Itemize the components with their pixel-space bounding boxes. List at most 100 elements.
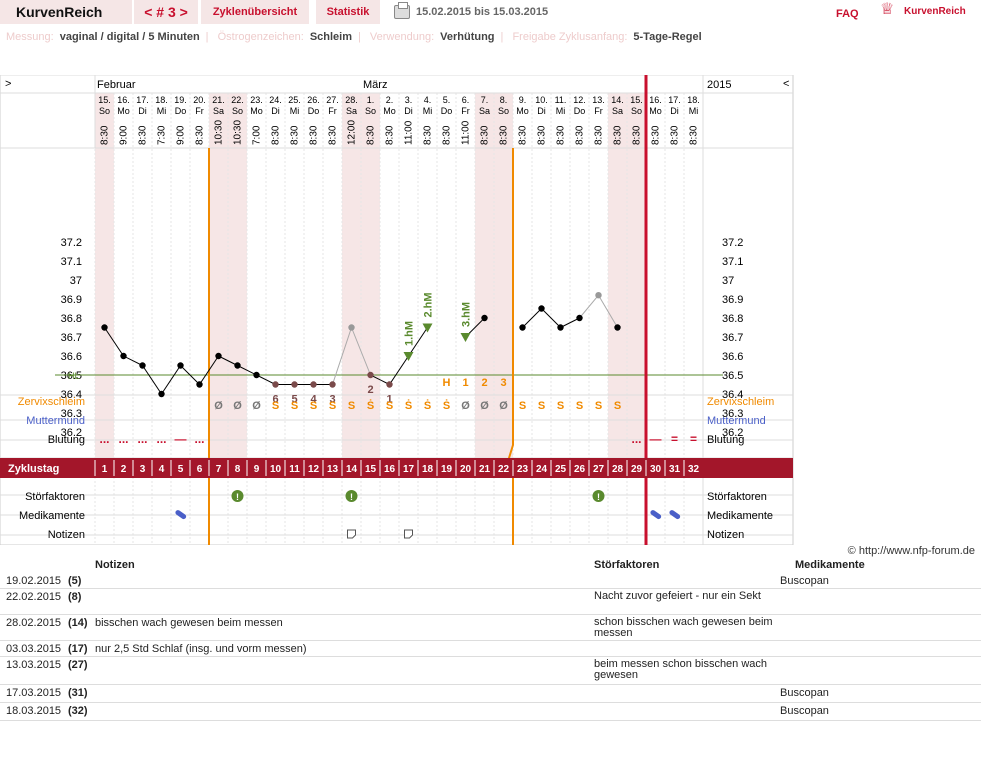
warning-icon-mark: ! (597, 492, 600, 502)
day-date: 20. (193, 95, 206, 105)
mucus-symbol: Ṡ (405, 399, 412, 412)
weekend-column (209, 93, 228, 458)
day-weekday: Do (175, 106, 187, 116)
cycle-day-bar (0, 458, 793, 478)
measure-time: 8:30 (309, 125, 320, 145)
temperature-point (139, 362, 146, 369)
pill-icon (669, 510, 681, 520)
measure-time: 8:30 (670, 125, 681, 145)
cycle-day-number: 32 (688, 464, 700, 475)
mucus-symbol: S (538, 400, 545, 412)
brand-title[interactable]: KurvenReich (0, 0, 132, 24)
warning-icon-mark: ! (350, 492, 353, 502)
day-date: 6. (462, 95, 470, 105)
day-weekday: Di (138, 106, 147, 116)
row-label-cycleday: Zyklustag (8, 463, 59, 475)
temperature-point (177, 362, 184, 369)
printer-icon[interactable] (394, 2, 410, 19)
day-weekday: Do (574, 106, 586, 116)
date-range: 15.02.2015 bis 15.03.2015 (416, 6, 549, 18)
measure-time: 8:30 (537, 125, 548, 145)
meta-label-release: Freigabe Zyklusanfang: (512, 31, 628, 43)
day-weekday: So (99, 106, 110, 116)
cycle-day-number: 21 (479, 464, 491, 475)
notes-header: Notizen (95, 559, 135, 571)
note-date: 13.03.2015 (6, 659, 62, 671)
temperature-segment (104, 327, 124, 357)
lower-count-label: 2 (367, 384, 373, 396)
cycle-day-number: 7 (216, 464, 222, 475)
tab-cycle-overview[interactable]: Zyklenübersicht (201, 0, 309, 24)
temperature-point (101, 324, 108, 331)
day-date: 19. (174, 95, 187, 105)
mucus-symbol: S (329, 400, 336, 412)
bleeding-symbol: = (671, 432, 678, 446)
note-date: 28.02.2015 (6, 617, 62, 629)
day-weekday: Sa (479, 106, 490, 116)
bleeding-symbol: ... (194, 432, 204, 446)
y-tick-left: 36.6 (61, 351, 82, 363)
day-date: 7. (481, 95, 489, 105)
cycle-day-number: 15 (365, 464, 377, 475)
measure-time: 8:30 (423, 125, 434, 145)
tab-statistics[interactable]: Statistik (316, 0, 380, 24)
y-tick-right: 36.2 (722, 427, 743, 439)
temperature-point (120, 352, 127, 360)
y-tick-left: 36.5 (61, 370, 82, 382)
lower-count-label: 5 (291, 394, 297, 406)
temperature-point (367, 371, 374, 379)
bleeding-symbol: — (175, 432, 187, 446)
mucus-symbol: Ṡ (424, 399, 431, 412)
measure-time: 8:30 (594, 125, 605, 145)
cycle-day-number: 9 (254, 464, 260, 475)
y-tick-left: 36.4 (61, 389, 82, 401)
note-row: 13.03.2015 (27) beim messen schon bisschen… (0, 657, 981, 685)
note-date: 19.02.2015 (6, 575, 62, 587)
higher-measure-label: 2.hM (423, 292, 435, 317)
note-cycle-day: (8) (68, 591, 82, 603)
weekend-column (475, 93, 494, 458)
cycle-day-number: 10 (270, 464, 282, 475)
y-tick-left: 36.2 (61, 427, 82, 439)
peak-label: H (443, 377, 451, 389)
note-medication: Buscopan (780, 687, 829, 699)
temperature-segment (541, 308, 561, 328)
measure-time: 7:00 (252, 125, 263, 145)
temperature-segment (351, 327, 371, 376)
cycle-day-number: 19 (441, 464, 453, 475)
cycle-navigator[interactable]: < # 3 > (134, 0, 198, 24)
cycle-day-number: 28 (612, 464, 624, 475)
note-row: 28.02.2015 (14) bisschen wach gewesen beim… (0, 615, 981, 641)
day-weekday: Mo (383, 106, 396, 116)
weekend-column (95, 93, 114, 458)
day-weekday: Mo (117, 106, 130, 116)
day-weekday: Mi (689, 106, 699, 116)
day-weekday: Do (308, 106, 320, 116)
day-date: 4. (424, 95, 432, 105)
y-tick-right: 36.6 (722, 351, 743, 363)
note-icon (347, 529, 356, 539)
logo[interactable]: ♕ KurvenReich (880, 2, 980, 22)
temperature-point (158, 390, 165, 398)
faq-link[interactable]: FAQ (836, 8, 859, 20)
measurement-info: Messung: vaginal / digital / 5 Minuten | Ö… (6, 31, 702, 43)
day-date: 5. (443, 95, 451, 105)
cycle-day-number: 31 (669, 464, 681, 475)
y-tick-left: 36.8 (61, 313, 82, 325)
day-weekday: So (232, 106, 243, 116)
row-label-meds-right: Medikamente (707, 510, 773, 522)
measure-time: 8:30 (138, 125, 149, 145)
mucus-symbol: Ø (461, 400, 470, 412)
meta-label-usage: Verwendung: (369, 31, 435, 43)
mucus-symbol: Ø (499, 400, 508, 412)
mucus-symbol: Ṡ (443, 399, 450, 412)
cycle-day-number: 17 (403, 464, 415, 475)
cycle-day-number: 12 (308, 464, 320, 475)
y-tick-right: 36.5 (722, 370, 743, 382)
temperature-segment (199, 355, 219, 385)
row-label-mucus-right: Zervixschleim (707, 396, 774, 408)
higher-temp-point (403, 352, 414, 361)
mucus-symbol: Ø (214, 400, 223, 412)
day-weekday: Di (537, 106, 546, 116)
